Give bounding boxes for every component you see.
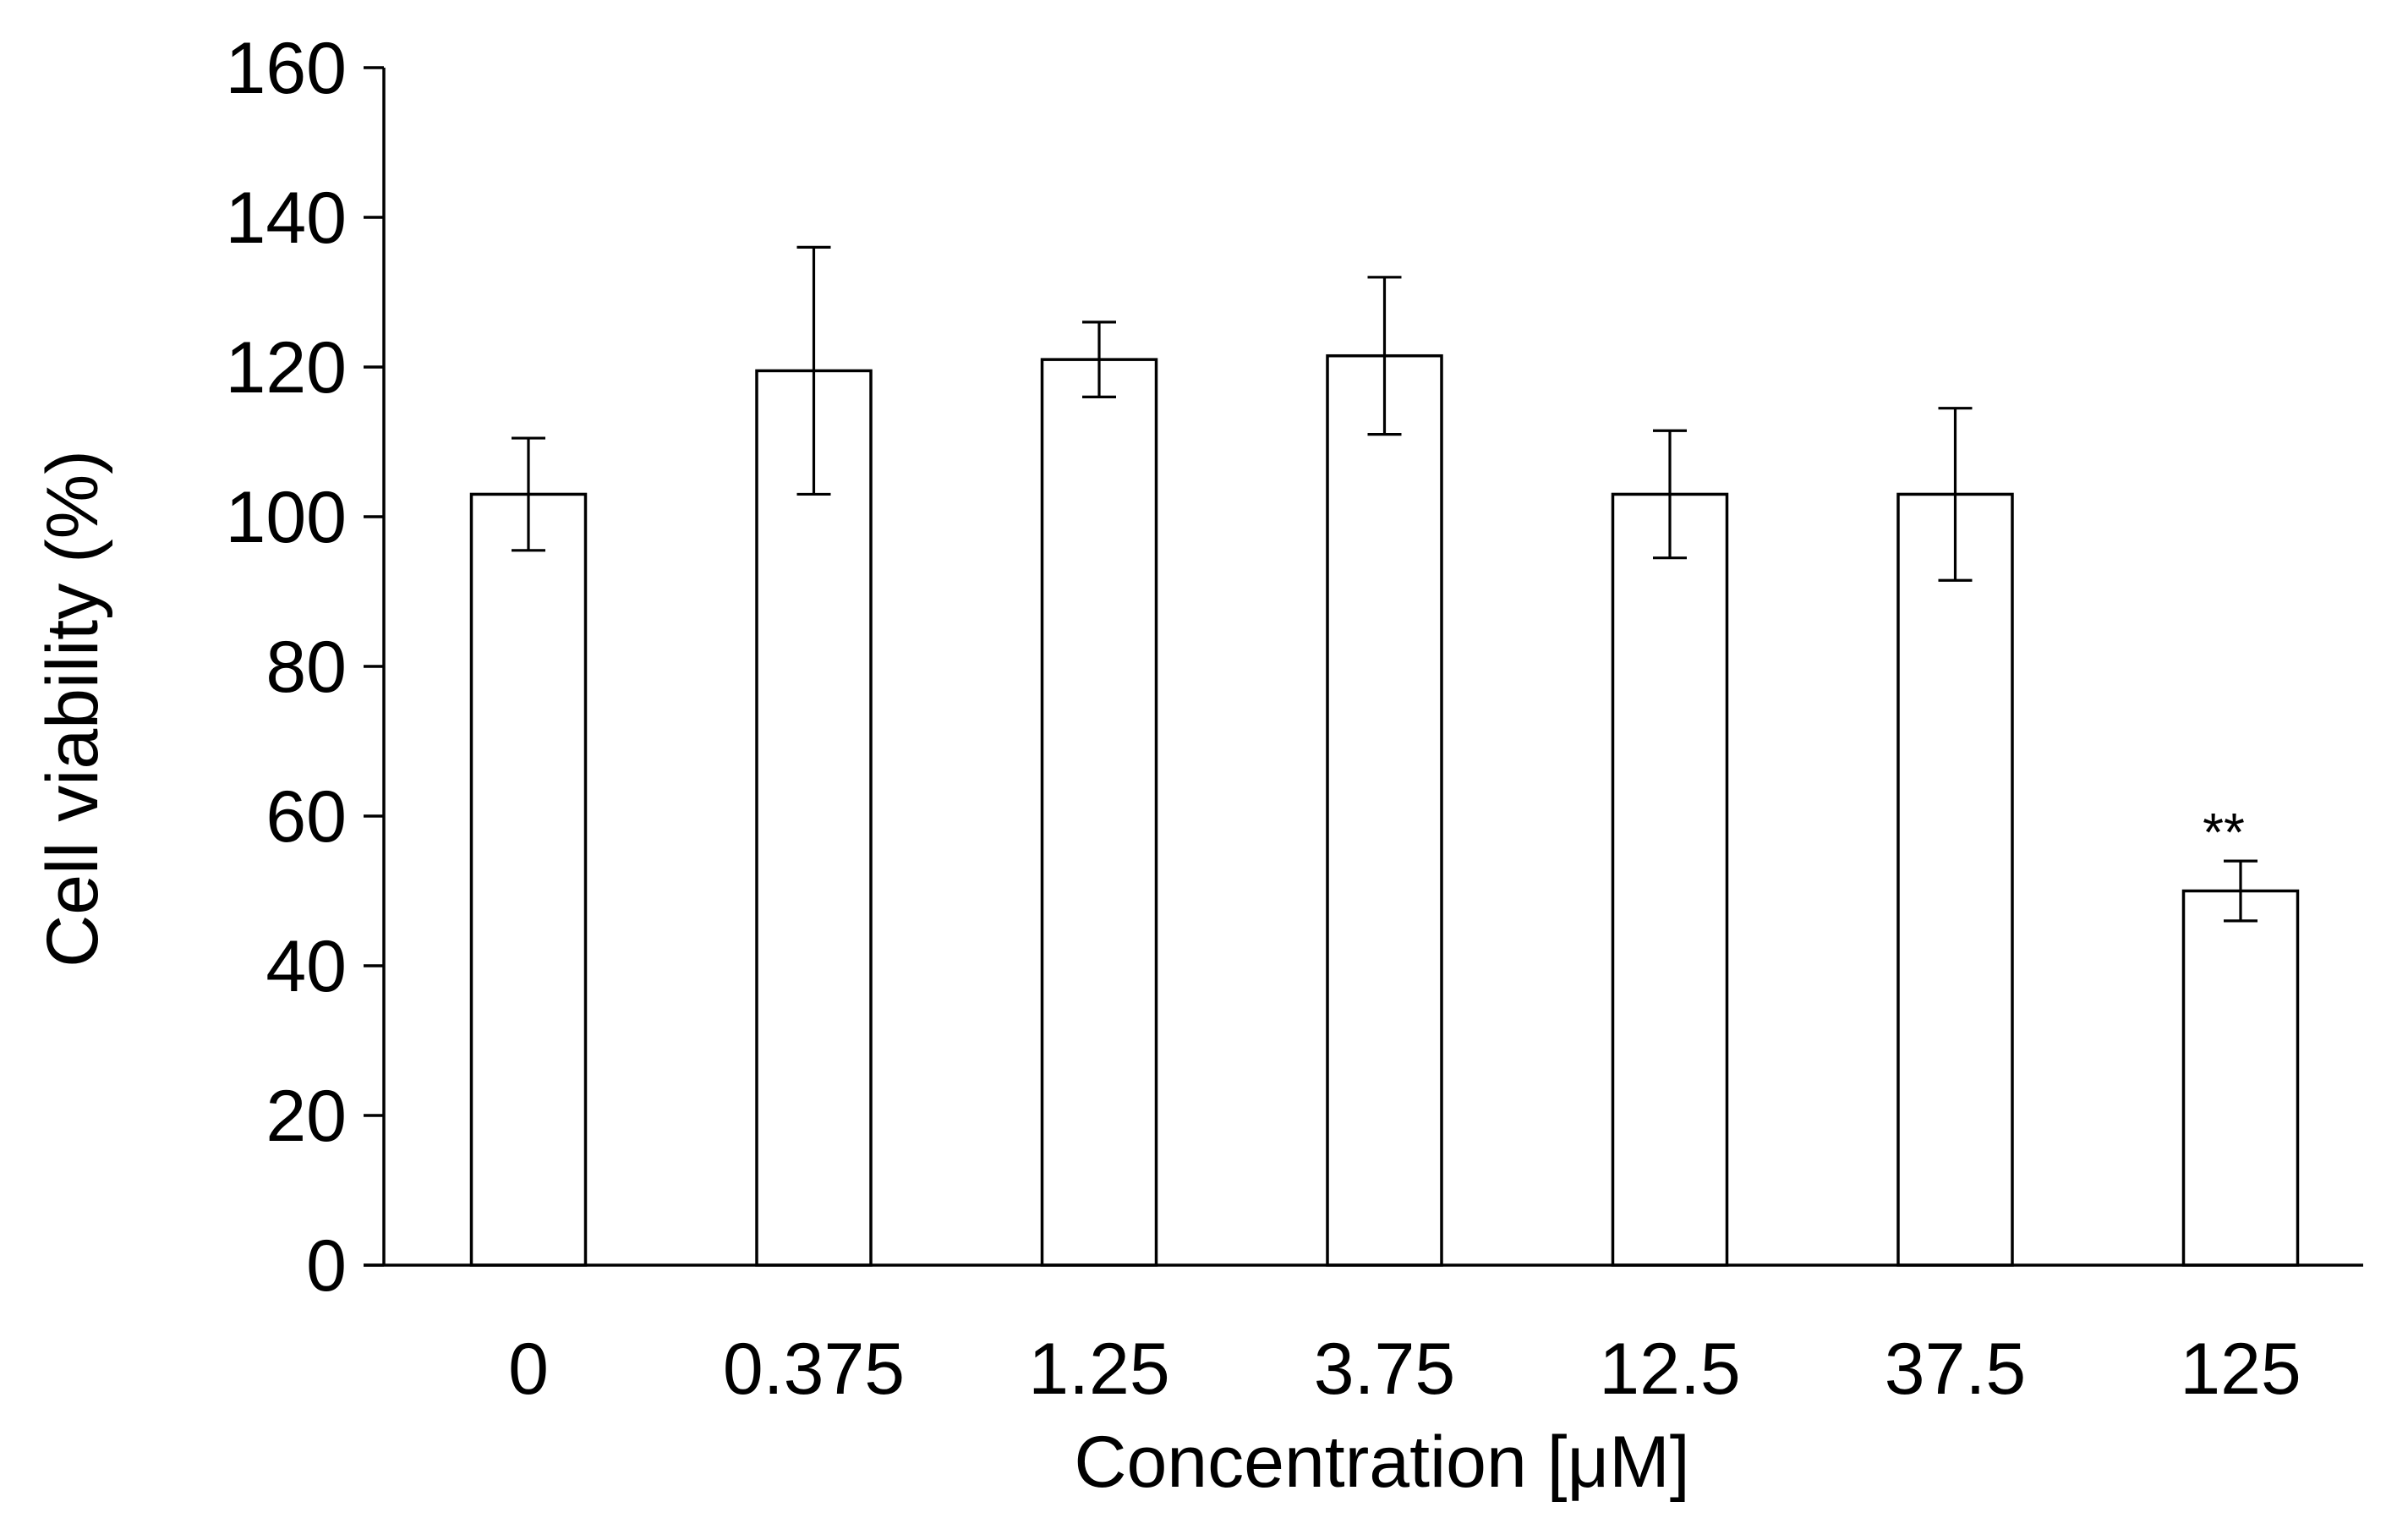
bar (755, 369, 873, 1267)
bar (2181, 889, 2300, 1267)
bar (1326, 353, 1443, 1267)
y-tick-label: 60 (265, 776, 347, 858)
annotations: ** (2203, 802, 2245, 863)
y-tick-label: 40 (265, 926, 347, 1007)
error-bar (1367, 276, 1402, 436)
x-tick-label: 1.25 (1028, 1329, 1169, 1410)
significance-marker: ** (2203, 802, 2245, 863)
error-bar (1653, 429, 1687, 560)
y-tick-label: 100 (226, 477, 348, 558)
y-tick-label: 20 (265, 1076, 347, 1157)
x-tick-label: 12.5 (1599, 1329, 1740, 1410)
x-tick-label: 37.5 (1885, 1329, 2026, 1410)
y-tick-label: 140 (226, 178, 348, 259)
y-axis-ticks: 0 20 40 60 80 100 120 140 160 (226, 28, 384, 1307)
error-bar (1082, 321, 1116, 398)
y-tick-label: 80 (265, 627, 347, 708)
bar (1611, 492, 1729, 1267)
x-axis-ticks: 0 0.375 1.25 3.75 12.5 37.5 125 (508, 1329, 2301, 1410)
error-bars (512, 245, 2258, 923)
x-tick-label: 0 (508, 1329, 549, 1410)
y-tick-label: 0 (306, 1225, 347, 1307)
y-tick-label: 120 (226, 327, 348, 408)
error-bar (2224, 859, 2258, 923)
x-axis-title: Concentration [μM] (1074, 1422, 1689, 1503)
bars (469, 353, 2300, 1267)
y-axis-title: Cell viability (%) (32, 450, 113, 967)
bar (469, 492, 588, 1267)
error-bar (1938, 407, 1973, 582)
bar (1896, 492, 2014, 1267)
x-tick-label: 3.75 (1314, 1329, 1455, 1410)
y-tick-label: 160 (226, 28, 348, 109)
error-bar (512, 436, 545, 552)
error-bar (796, 245, 831, 496)
bar (1040, 358, 1158, 1267)
x-tick-label: 0.375 (723, 1329, 905, 1410)
x-tick-label: 125 (2180, 1329, 2301, 1410)
